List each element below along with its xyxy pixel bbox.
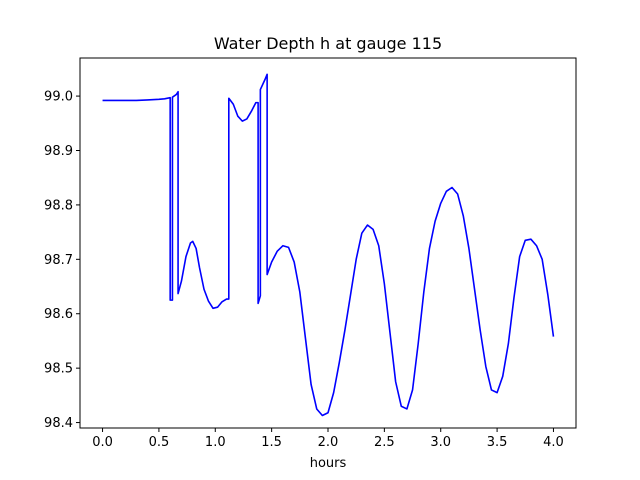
series-group — [102, 73, 555, 417]
y-tick-label: 99.0 — [44, 90, 73, 105]
x-tick-label: 1.0 — [205, 435, 226, 450]
x-axis-label: hours — [310, 456, 347, 471]
plot-frame — [79, 57, 577, 429]
x-tick-label: 2.0 — [318, 435, 339, 450]
x-tick-label: 2.5 — [374, 435, 395, 450]
x-tick-label: 0.0 — [92, 435, 113, 450]
y-tick-label: 98.9 — [44, 144, 73, 159]
x-tick-label: 3.5 — [487, 435, 508, 450]
plot-background — [80, 58, 576, 428]
y-tick-label: 98.8 — [44, 198, 73, 213]
x-tick-label: 1.5 — [261, 435, 282, 450]
y-tick-label: 98.5 — [44, 362, 73, 377]
x-tick-label: 4.0 — [543, 435, 564, 450]
y-tick-label: 98.4 — [44, 416, 73, 431]
series-line — [102, 73, 555, 417]
axis-ticks: 0.0 0.5 1.0 1.5 2.0 2.5 3.0 3.5 4.0 98.4 98.5 98.6 9… — [44, 90, 564, 450]
y-tick-label: 98.7 — [44, 253, 73, 268]
x-tick-label: 3.0 — [430, 435, 451, 450]
x-tick-label: 0.5 — [149, 435, 170, 450]
y-tick-label: 98.6 — [44, 307, 73, 322]
chart-title: Water Depth h at gauge 115 — [214, 34, 442, 53]
